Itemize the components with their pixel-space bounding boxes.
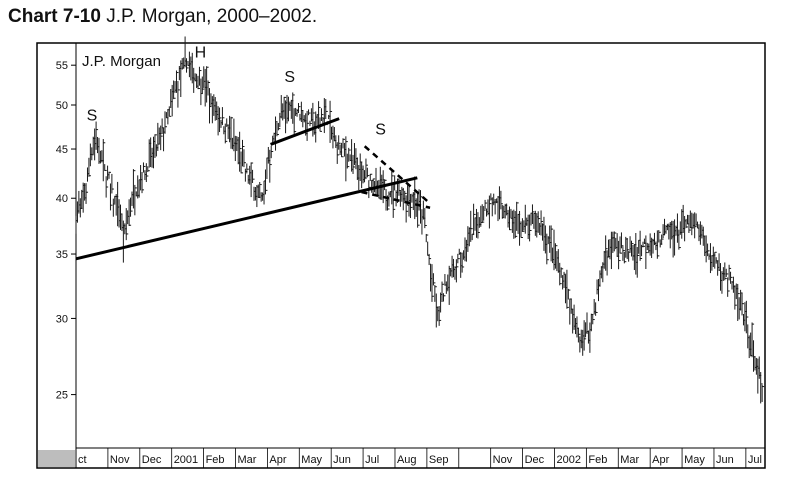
pattern-annotation: S <box>375 121 386 138</box>
trendline <box>75 176 418 261</box>
y-tick-label: 30 <box>56 313 68 325</box>
trendline <box>270 117 340 146</box>
x-tick-label: Dec <box>525 454 545 466</box>
x-tick-label: Nov <box>493 454 513 466</box>
x-tick-label: Mar <box>620 454 639 466</box>
figure-number: Chart 7-10 <box>8 6 101 27</box>
pattern-annotation: H <box>195 45 207 62</box>
x-tick-label: Jun <box>333 454 351 466</box>
x-tick-label: Apr <box>269 454 286 466</box>
y-tick-label: 50 <box>56 100 68 112</box>
x-tick-label: Nov <box>110 454 130 466</box>
y-tick-label: 35 <box>56 249 68 261</box>
x-tick-label: Jun <box>716 454 734 466</box>
pattern-annotation: S <box>284 69 295 86</box>
pattern-annotation: S <box>87 107 98 124</box>
chart-frame <box>36 42 766 469</box>
x-tick-label: ct <box>78 454 87 466</box>
x-tick-label: Feb <box>588 454 607 466</box>
y-tick-label: 55 <box>56 60 68 72</box>
x-tick-label: Jul <box>365 454 379 466</box>
figure-caption: Chart 7-10 J.P. Morgan, 2000–2002. <box>8 6 317 28</box>
x-tick-label: May <box>301 454 322 466</box>
chart-title: J.P. Morgan <box>82 53 161 70</box>
y-tick-label: 40 <box>56 193 68 205</box>
y-tick-label: 25 <box>56 390 68 402</box>
figure-title: J.P. Morgan, 2000–2002. <box>106 6 318 27</box>
x-tick-label: May <box>684 454 705 466</box>
corner-block <box>38 450 75 467</box>
dashed-trendline <box>361 190 431 209</box>
x-tick-label: Sep <box>429 454 449 466</box>
x-tick-label: Apr <box>652 454 669 466</box>
x-tick-label: 2001 <box>174 454 198 466</box>
y-tick-label: 45 <box>56 144 68 156</box>
x-tick-label: Jul <box>748 454 762 466</box>
x-tick-label: Dec <box>142 454 162 466</box>
x-tick-label: 2002 <box>556 454 580 466</box>
x-tick-label: Aug <box>397 454 417 466</box>
dashed-trendline <box>363 145 431 205</box>
x-tick-label: Feb <box>206 454 225 466</box>
x-tick-label: Mar <box>237 454 256 466</box>
